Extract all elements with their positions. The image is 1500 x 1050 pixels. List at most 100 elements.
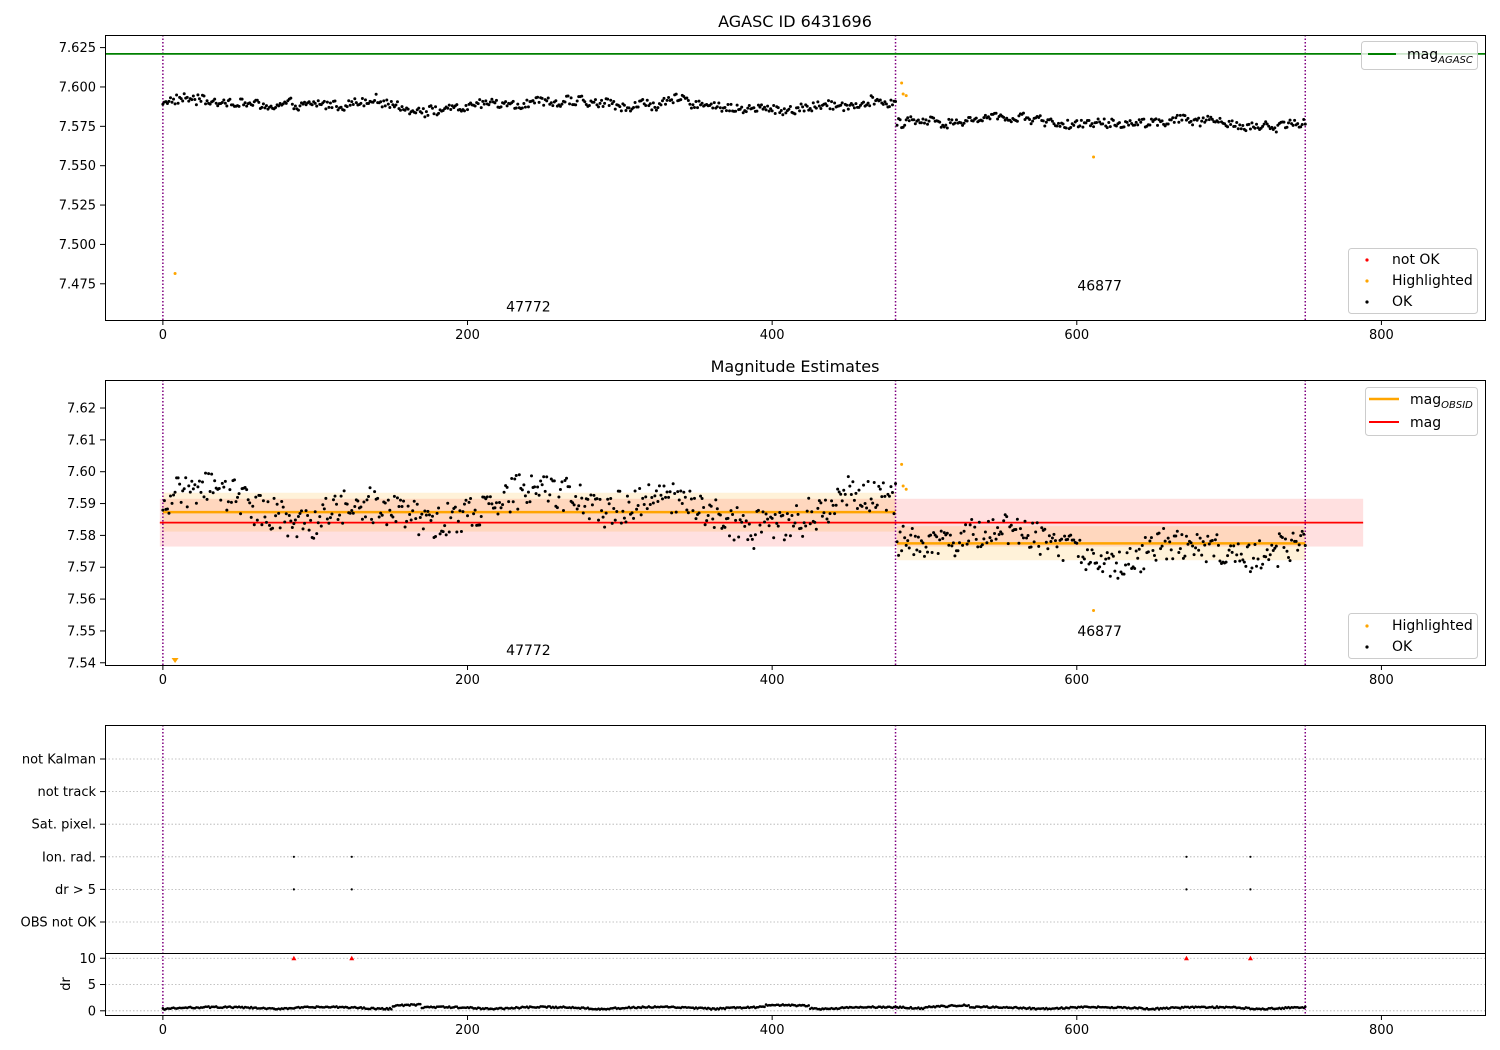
ok-point xyxy=(175,93,179,97)
ok-point xyxy=(737,535,741,539)
ok-point xyxy=(287,514,291,518)
ok-point xyxy=(904,118,908,122)
ok-point xyxy=(904,543,908,547)
legend-highlighted-marker xyxy=(1365,624,1369,628)
ok-point xyxy=(173,490,177,494)
ok-point xyxy=(1018,527,1022,531)
ok-point xyxy=(595,497,599,501)
ok-point xyxy=(624,520,628,524)
ok-point xyxy=(1204,560,1208,564)
ok-point xyxy=(679,98,683,102)
ok-point xyxy=(587,104,591,108)
ok-point xyxy=(213,97,217,101)
ok-point xyxy=(718,106,722,110)
ok-point xyxy=(379,511,383,515)
ok-point xyxy=(1055,124,1059,128)
ok-point xyxy=(1160,544,1164,548)
ok-point xyxy=(913,534,917,538)
p2-x-axis: 0 200 400 600 800 xyxy=(159,665,1394,688)
y-tick-label: 7.62 xyxy=(67,402,96,417)
ok-point xyxy=(225,508,229,512)
ok-point xyxy=(988,536,992,540)
ok-point xyxy=(1014,528,1018,532)
ok-point xyxy=(383,501,387,505)
ok-point xyxy=(932,116,936,120)
ok-point xyxy=(1261,562,1265,566)
ok-point xyxy=(883,100,887,104)
ok-point xyxy=(764,512,768,516)
ok-point xyxy=(507,500,511,504)
ok-point xyxy=(1247,543,1251,547)
ok-point xyxy=(255,518,259,522)
ok-point xyxy=(1201,116,1205,120)
ok-point xyxy=(1239,552,1243,556)
ok-point xyxy=(523,105,527,109)
ok-point xyxy=(909,533,913,537)
ok-point xyxy=(360,96,364,100)
ok-point xyxy=(927,119,931,123)
ok-point xyxy=(534,492,538,496)
ok-point xyxy=(939,125,943,129)
ok-point xyxy=(600,98,604,102)
ok-point xyxy=(1078,538,1082,542)
ok-point xyxy=(558,487,562,491)
ok-point xyxy=(1241,558,1245,562)
ok-point xyxy=(840,499,844,503)
ok-point xyxy=(548,493,552,497)
ok-point xyxy=(723,525,727,529)
p2-annotations: 47772 46877 xyxy=(506,624,1122,659)
p3-y-axis: not Kalman not track Sat. pixel. Ion. rad. d… xyxy=(21,753,105,1019)
ok-point xyxy=(1163,539,1167,543)
ok-point xyxy=(335,502,339,506)
ok-point xyxy=(1178,113,1182,117)
ok-point xyxy=(700,496,704,500)
ok-point xyxy=(696,106,700,110)
ok-point xyxy=(785,512,789,516)
ok-point xyxy=(365,498,369,502)
ok-point xyxy=(825,517,829,521)
ok-point xyxy=(228,488,232,492)
ok-point xyxy=(1072,538,1076,542)
ok-point xyxy=(689,106,693,110)
ok-point xyxy=(228,97,232,101)
dr-point xyxy=(418,1002,422,1006)
ok-point xyxy=(607,502,611,506)
ok-point xyxy=(1142,117,1146,121)
highlighted-point xyxy=(1092,155,1096,159)
ok-point xyxy=(348,511,352,515)
ok-point xyxy=(1156,123,1160,127)
ok-point xyxy=(1046,547,1050,551)
ok-point xyxy=(648,503,652,507)
ok-point xyxy=(1116,576,1120,580)
ok-point xyxy=(1162,526,1166,530)
ok-point xyxy=(772,536,776,540)
ok-point xyxy=(1239,127,1243,131)
ok-point xyxy=(561,508,565,512)
y-tick-label: 7.525 xyxy=(59,199,96,214)
ok-point xyxy=(606,97,610,101)
ok-point xyxy=(702,506,706,510)
ok-point xyxy=(788,534,792,538)
p1-legend-agasc: magAGASC xyxy=(1361,41,1478,70)
ok-point xyxy=(328,516,332,520)
ok-point xyxy=(715,507,719,511)
ok-point xyxy=(1128,119,1132,123)
ok-point xyxy=(205,99,209,103)
ok-point xyxy=(1090,548,1094,552)
ok-point xyxy=(766,517,770,521)
ok-point xyxy=(860,504,864,508)
ok-point xyxy=(289,519,293,523)
ok-point xyxy=(875,503,879,507)
ok-point xyxy=(1200,119,1204,123)
ok-point xyxy=(494,501,498,505)
ok-point xyxy=(694,517,698,521)
ok-point xyxy=(254,495,258,499)
ok-point xyxy=(828,512,832,516)
ok-point xyxy=(887,494,891,498)
p2-points xyxy=(161,462,1307,663)
ok-point xyxy=(1052,532,1056,536)
ok-point xyxy=(525,98,529,102)
ok-point xyxy=(566,94,570,98)
